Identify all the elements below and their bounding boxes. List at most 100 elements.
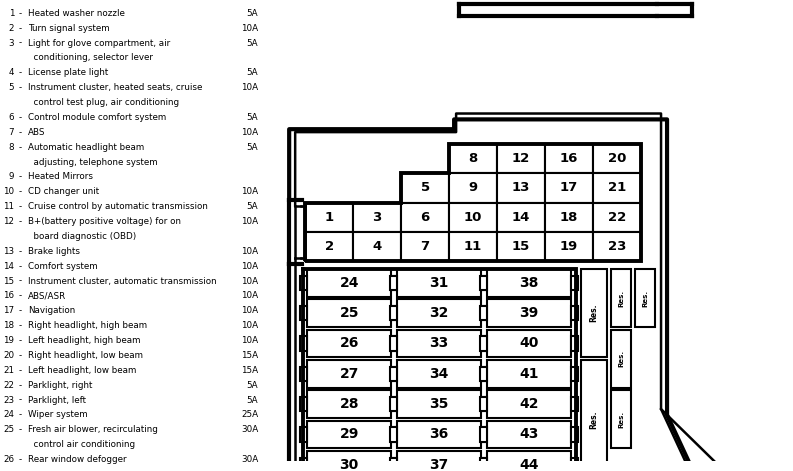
Bar xyxy=(480,458,487,471)
Text: Res.: Res. xyxy=(618,411,624,428)
Text: 44: 44 xyxy=(519,458,538,471)
Text: 10A: 10A xyxy=(241,83,259,92)
Bar xyxy=(397,300,481,327)
Text: Navigation: Navigation xyxy=(29,306,75,315)
Text: 24: 24 xyxy=(339,276,359,290)
Text: 35: 35 xyxy=(430,397,449,411)
Bar xyxy=(497,203,545,232)
Text: 15A: 15A xyxy=(241,351,259,360)
Text: Res.: Res. xyxy=(589,304,599,323)
Bar xyxy=(397,269,481,297)
Text: Brake lights: Brake lights xyxy=(29,247,80,256)
Text: 19: 19 xyxy=(560,240,578,253)
Text: 41: 41 xyxy=(519,367,538,381)
Text: Instrument cluster, automatic transmission: Instrument cluster, automatic transmissi… xyxy=(29,276,217,285)
Bar xyxy=(480,306,487,320)
Text: 29: 29 xyxy=(339,428,359,441)
Bar xyxy=(449,173,497,203)
Text: 24: 24 xyxy=(3,410,14,419)
Text: Rear window defogger: Rear window defogger xyxy=(29,455,127,464)
Text: 20: 20 xyxy=(608,152,626,165)
Text: 21: 21 xyxy=(3,366,14,375)
Bar xyxy=(545,144,593,173)
Text: -: - xyxy=(18,276,21,285)
Text: 10A: 10A xyxy=(241,24,259,32)
Text: Control module comfort system: Control module comfort system xyxy=(29,113,167,122)
Text: 15: 15 xyxy=(512,240,531,253)
Text: Comfort system: Comfort system xyxy=(29,262,98,271)
Text: 10A: 10A xyxy=(241,292,259,300)
Bar xyxy=(301,306,307,320)
Text: Instrument cluster, heated seats, cruise: Instrument cluster, heated seats, cruise xyxy=(29,83,203,92)
Bar xyxy=(397,330,481,357)
Text: Heated washer nozzle: Heated washer nozzle xyxy=(29,9,125,18)
Text: 43: 43 xyxy=(519,428,538,441)
Bar xyxy=(487,269,571,297)
Text: Left headlight, low beam: Left headlight, low beam xyxy=(29,366,136,375)
Text: 20: 20 xyxy=(3,351,14,360)
Text: 40: 40 xyxy=(519,336,538,350)
Text: control air conditioning: control air conditioning xyxy=(29,440,136,449)
Bar xyxy=(401,232,449,261)
Text: 9: 9 xyxy=(9,172,14,181)
Text: Right headlight, high beam: Right headlight, high beam xyxy=(29,321,147,330)
Text: 7: 7 xyxy=(420,240,430,253)
Bar xyxy=(480,427,487,442)
Bar xyxy=(593,203,641,232)
Bar xyxy=(481,276,488,290)
Bar xyxy=(390,336,397,350)
Text: 37: 37 xyxy=(430,458,449,471)
Text: -: - xyxy=(18,217,21,226)
Bar xyxy=(545,173,593,203)
Bar xyxy=(481,427,488,442)
Text: -: - xyxy=(18,187,21,196)
Bar xyxy=(307,451,391,471)
Text: 10A: 10A xyxy=(241,321,259,330)
Text: 13: 13 xyxy=(3,247,14,256)
Text: -: - xyxy=(18,381,21,390)
Text: 12: 12 xyxy=(3,217,14,226)
Text: Res.: Res. xyxy=(618,350,624,367)
Text: 2: 2 xyxy=(9,24,14,32)
Text: 10A: 10A xyxy=(241,128,259,137)
Bar xyxy=(307,269,391,297)
Bar xyxy=(487,360,571,388)
Bar xyxy=(593,173,641,203)
Text: 32: 32 xyxy=(430,306,449,320)
Text: -: - xyxy=(18,455,21,464)
Bar xyxy=(593,144,641,173)
Bar xyxy=(545,203,593,232)
Bar xyxy=(571,276,578,290)
Text: 10A: 10A xyxy=(241,187,259,196)
Text: 5A: 5A xyxy=(247,9,259,18)
Text: 5A: 5A xyxy=(247,381,259,390)
Text: B+(battery positive voltage) for on: B+(battery positive voltage) for on xyxy=(29,217,182,226)
Text: 10A: 10A xyxy=(241,247,259,256)
Text: 9: 9 xyxy=(469,181,477,195)
Bar xyxy=(581,269,607,357)
Text: -: - xyxy=(18,366,21,375)
Text: 12: 12 xyxy=(512,152,531,165)
Text: Light for glove compartment, air: Light for glove compartment, air xyxy=(29,39,170,48)
Text: -: - xyxy=(18,172,21,181)
Text: 5: 5 xyxy=(9,83,14,92)
Bar xyxy=(571,306,578,320)
Text: -: - xyxy=(18,292,21,300)
Text: 17: 17 xyxy=(3,306,14,315)
Bar xyxy=(571,336,578,350)
Text: CD changer unit: CD changer unit xyxy=(29,187,99,196)
Text: 5A: 5A xyxy=(247,396,259,405)
Bar xyxy=(497,232,545,261)
Bar xyxy=(390,276,397,290)
Text: 7: 7 xyxy=(9,128,14,137)
Text: Parklight, right: Parklight, right xyxy=(29,381,93,390)
Bar xyxy=(497,144,545,173)
Text: -: - xyxy=(18,202,21,211)
Text: 19: 19 xyxy=(3,336,14,345)
Text: 26: 26 xyxy=(339,336,359,350)
Bar xyxy=(487,390,571,418)
Text: Turn signal system: Turn signal system xyxy=(29,24,110,32)
Text: Wiper system: Wiper system xyxy=(29,410,88,419)
Text: -: - xyxy=(18,9,21,18)
Text: Cruise control by automatic transmission: Cruise control by automatic transmission xyxy=(29,202,208,211)
